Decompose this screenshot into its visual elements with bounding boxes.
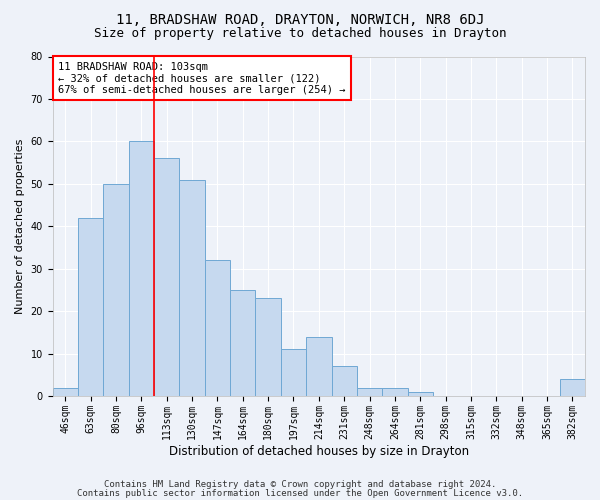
Bar bbox=[382, 388, 407, 396]
Y-axis label: Number of detached properties: Number of detached properties bbox=[15, 138, 25, 314]
Bar bbox=[230, 290, 256, 396]
Bar bbox=[154, 158, 179, 396]
Bar bbox=[407, 392, 433, 396]
Text: Contains public sector information licensed under the Open Government Licence v3: Contains public sector information licen… bbox=[77, 488, 523, 498]
Text: Contains HM Land Registry data © Crown copyright and database right 2024.: Contains HM Land Registry data © Crown c… bbox=[104, 480, 496, 489]
Bar bbox=[78, 218, 103, 396]
Bar bbox=[53, 388, 78, 396]
Bar bbox=[256, 298, 281, 396]
X-axis label: Distribution of detached houses by size in Drayton: Distribution of detached houses by size … bbox=[169, 444, 469, 458]
Text: 11 BRADSHAW ROAD: 103sqm
← 32% of detached houses are smaller (122)
67% of semi-: 11 BRADSHAW ROAD: 103sqm ← 32% of detach… bbox=[58, 62, 346, 95]
Text: Size of property relative to detached houses in Drayton: Size of property relative to detached ho… bbox=[94, 28, 506, 40]
Bar bbox=[179, 180, 205, 396]
Bar bbox=[357, 388, 382, 396]
Bar bbox=[205, 260, 230, 396]
Bar bbox=[306, 336, 332, 396]
Bar bbox=[560, 379, 585, 396]
Bar bbox=[332, 366, 357, 396]
Bar bbox=[281, 350, 306, 396]
Bar bbox=[103, 184, 129, 396]
Bar bbox=[129, 142, 154, 396]
Text: 11, BRADSHAW ROAD, DRAYTON, NORWICH, NR8 6DJ: 11, BRADSHAW ROAD, DRAYTON, NORWICH, NR8… bbox=[116, 12, 484, 26]
